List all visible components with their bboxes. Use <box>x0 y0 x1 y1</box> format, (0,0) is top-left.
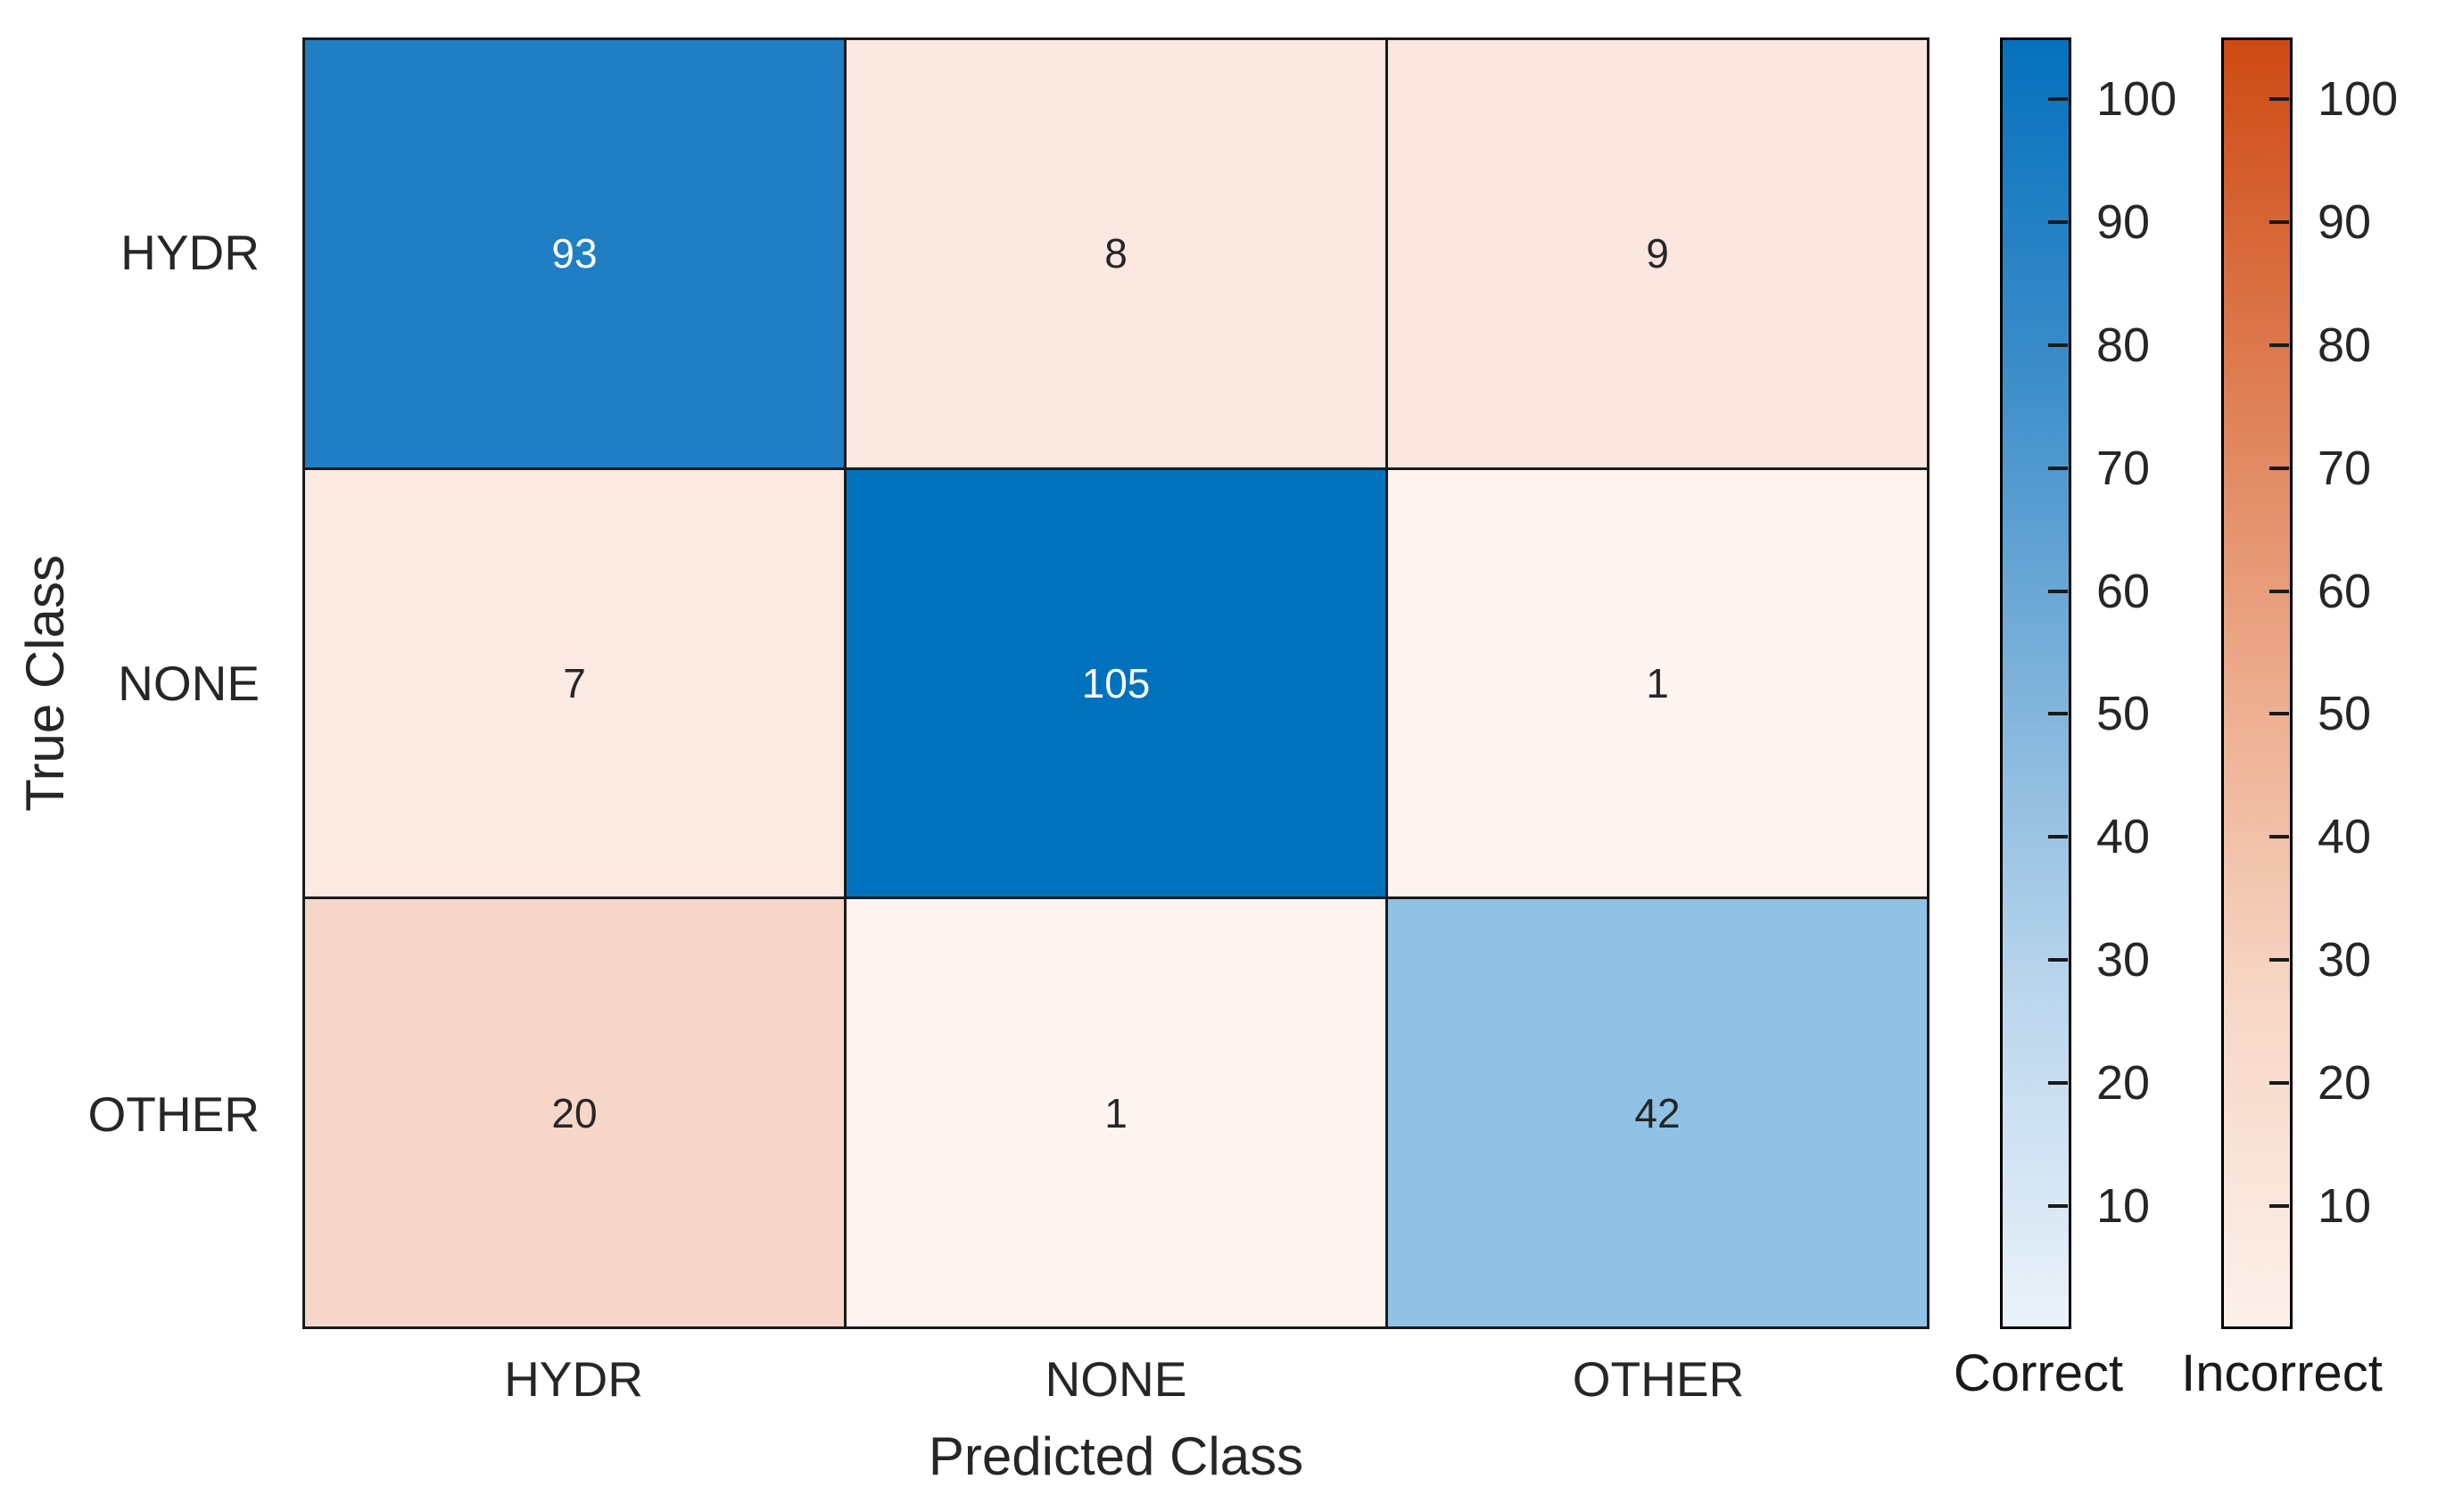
colorbar-tick-mark <box>2048 589 2068 593</box>
y-tick-label: NONE <box>118 656 260 711</box>
colorbar-tick-mark <box>2048 958 2068 963</box>
colorbar-correct-gradient <box>2000 37 2071 1329</box>
colorbar-tick-mark <box>2269 96 2289 101</box>
colorbar-tick-label: 100 <box>2096 71 2177 126</box>
colorbar-tick-mark <box>2269 958 2289 963</box>
colorbar-tick-mark <box>2269 466 2289 470</box>
colorbar-tick-mark <box>2048 1204 2068 1209</box>
matrix-cell: 9 <box>1388 40 1927 467</box>
colorbar-tick-mark <box>2269 343 2289 347</box>
matrix-cell: 20 <box>305 899 844 1326</box>
confusion-matrix: 93 8 9 7 105 1 20 1 42 <box>302 37 1930 1329</box>
matrix-cell: 93 <box>305 40 844 467</box>
colorbar-tick-mark <box>2048 1081 2068 1086</box>
colorbar-tick-label: 10 <box>2318 1179 2372 1234</box>
x-tick-label: NONE <box>1045 1351 1187 1407</box>
colorbar-tick-label: 40 <box>2318 810 2372 864</box>
colorbar-tick-mark <box>2269 1081 2289 1086</box>
colorbar-tick-mark <box>2269 589 2289 593</box>
matrix-cell: 105 <box>847 469 1385 897</box>
colorbar-tick-mark <box>2048 835 2068 839</box>
x-axis-label: Predicted Class <box>928 1426 1304 1486</box>
colorbar-tick-label: 100 <box>2318 71 2399 126</box>
colorbar-tick-mark <box>2269 712 2289 716</box>
colorbar-tick-label: 60 <box>2318 564 2372 618</box>
colorbar-tick-label: 80 <box>2096 318 2151 372</box>
colorbar-tick-mark <box>2048 343 2068 347</box>
y-tick-label: HYDR <box>120 225 260 281</box>
colorbar-tick-label: 40 <box>2096 810 2151 864</box>
matrix-cell: 7 <box>305 469 844 897</box>
colorbar-tick-label: 20 <box>2096 1056 2151 1111</box>
colorbar-tick-mark <box>2048 712 2068 716</box>
colorbar-tick-mark <box>2269 1204 2289 1209</box>
colorbar-tick-label: 50 <box>2318 687 2372 741</box>
colorbar-tick-label: 90 <box>2318 194 2372 249</box>
colorbar-correct: 10 20 30 40 50 60 70 80 90 100 <box>2000 37 2177 1329</box>
x-tick-labels: HYDR NONE OTHER <box>302 1351 1930 1408</box>
colorbar-tick-label: 50 <box>2096 687 2151 741</box>
colorbar-incorrect-gradient <box>2221 37 2293 1329</box>
colorbar-tick-mark <box>2048 466 2068 470</box>
matrix-cell: 1 <box>847 899 1385 1326</box>
matrix-cell: 8 <box>847 40 1385 467</box>
colorbar-tick-label: 60 <box>2096 564 2151 618</box>
colorbar-tick-mark <box>2269 835 2289 839</box>
colorbar-tick-mark <box>2269 219 2289 224</box>
colorbar-incorrect-caption: Incorrect <box>2181 1344 2383 1402</box>
colorbar-tick-label: 20 <box>2318 1056 2372 1111</box>
matrix-cell: 1 <box>1388 469 1927 897</box>
colorbar-tick-label: 30 <box>2318 933 2372 987</box>
colorbar-tick-label: 70 <box>2318 441 2372 495</box>
colorbar-correct-caption: Correct <box>1953 1344 2124 1402</box>
colorbar-tick-mark <box>2048 219 2068 224</box>
colorbar-tick-label: 70 <box>2096 441 2151 495</box>
y-tick-label: OTHER <box>87 1086 260 1142</box>
y-tick-labels: HYDR NONE OTHER <box>0 37 279 1329</box>
x-tick-label: HYDR <box>504 1351 643 1407</box>
colorbar-tick-label: 10 <box>2096 1179 2151 1234</box>
colorbar-tick-label: 80 <box>2318 318 2372 372</box>
matrix-cell: 42 <box>1388 899 1927 1326</box>
colorbar-incorrect: 10 20 30 40 50 60 70 80 90 100 <box>2221 37 2398 1329</box>
colorbar-tick-label: 30 <box>2096 933 2151 987</box>
x-tick-label: OTHER <box>1572 1351 1745 1407</box>
colorbar-tick-mark <box>2048 96 2068 101</box>
colorbar-tick-label: 90 <box>2096 194 2151 249</box>
